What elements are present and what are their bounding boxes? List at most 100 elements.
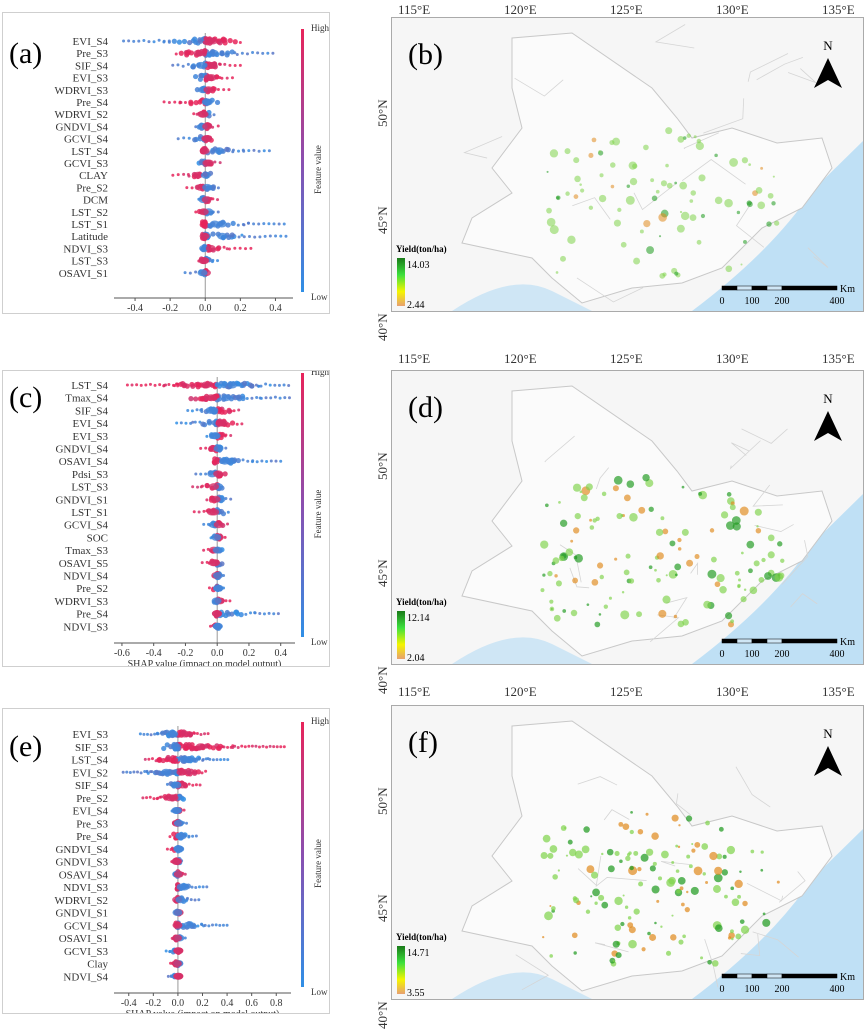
- shap-point: [262, 222, 266, 226]
- longitude-label: 120°E: [504, 2, 537, 17]
- yield-pixel: [737, 583, 741, 588]
- shap-point: [148, 382, 152, 386]
- yield-pixel: [589, 518, 593, 522]
- shap-point: [236, 394, 242, 400]
- yield-pixel: [625, 195, 635, 205]
- yield-pixel: [651, 195, 658, 202]
- yield-pixel: [658, 235, 662, 238]
- yield-pixel: [666, 878, 675, 887]
- shap-point: [253, 235, 257, 239]
- yield-pixel: [620, 241, 627, 248]
- yield-pixel: [741, 157, 749, 164]
- yield-pixel: [713, 873, 723, 883]
- shap-point: [274, 234, 278, 238]
- yield-pixel: [612, 959, 615, 963]
- shap-density-blob: [208, 49, 219, 57]
- shap-point: [287, 384, 291, 388]
- shap-point: [192, 757, 199, 763]
- shap-point: [164, 949, 168, 953]
- shap-point: [187, 835, 191, 839]
- scale-tick-label: 100: [745, 649, 760, 660]
- yield-pixel: [767, 551, 775, 559]
- shap-point: [214, 923, 218, 927]
- admin-boundary: [703, 98, 745, 134]
- shap-density-blob: [199, 257, 210, 265]
- yield-pixel: [671, 814, 679, 822]
- yield-pixel: [571, 932, 578, 939]
- shap-point: [197, 898, 201, 902]
- shap-point: [265, 745, 269, 749]
- shap-point: [125, 770, 129, 774]
- feature-label: WDRVI_S3: [54, 596, 108, 608]
- shap-point: [254, 383, 258, 387]
- yield-pixel: [619, 859, 623, 864]
- shap-point: [238, 63, 242, 67]
- shap-point: [224, 52, 230, 58]
- shap-point: [199, 396, 205, 402]
- scale-unit: Km: [840, 637, 855, 648]
- yield-pixel: [676, 889, 681, 894]
- legend-colorbar: [397, 258, 405, 306]
- shap-point: [226, 745, 230, 749]
- yield-pixel: [767, 534, 775, 542]
- yield-pixel: [731, 516, 741, 525]
- shap-density-blob: [204, 37, 215, 45]
- shap-point: [186, 39, 193, 46]
- admin-boundary: [666, 596, 688, 619]
- yield-pixel: [629, 513, 638, 522]
- shap-density-blob: [173, 972, 184, 980]
- yield-pixel: [656, 552, 664, 560]
- shap-point: [121, 770, 125, 774]
- yield-pixel: [651, 885, 660, 894]
- admin-boundary: [747, 53, 789, 82]
- shap-density-blob: [207, 61, 218, 69]
- admin-boundary: [572, 197, 611, 220]
- shap-point: [222, 245, 226, 249]
- yield-pixel: [574, 175, 581, 183]
- yield-pixel: [690, 886, 699, 895]
- yield-pixel: [633, 908, 640, 915]
- shap-point: [132, 39, 136, 43]
- shap-density-blob: [179, 730, 190, 738]
- shap-point: [204, 483, 210, 489]
- yield-pixel: [565, 548, 574, 556]
- x-tick-label: 0.2: [234, 303, 247, 313]
- yield-pixel: [767, 192, 774, 199]
- yield-pixel: [615, 952, 622, 959]
- x-tick-label: 0.4: [221, 998, 234, 1009]
- latitude-label: 50°N: [375, 787, 390, 815]
- yield-pixel: [549, 905, 552, 908]
- shap-point: [212, 113, 216, 117]
- shap-point: [185, 186, 189, 190]
- x-tick-label: 0.4: [274, 648, 287, 659]
- shap-point: [231, 150, 235, 154]
- colorbar-high-label: High: [311, 371, 329, 377]
- scale-tick-label: 200: [775, 296, 790, 307]
- shap-point: [197, 885, 201, 889]
- yield-pixel: [693, 866, 703, 876]
- shap-point: [138, 732, 142, 736]
- feature-label: Pre_S2: [76, 583, 108, 595]
- feature-label: LST_S2: [71, 207, 108, 219]
- shap-point: [268, 744, 272, 748]
- yield-pixel: [684, 907, 690, 913]
- shap-point: [194, 270, 198, 274]
- shap-point: [260, 459, 264, 463]
- feature-label: GCVI_S4: [64, 134, 109, 146]
- colorbar-title: Feature value: [313, 839, 323, 888]
- shap-density-blob: [201, 381, 212, 389]
- shap-density-blob: [179, 756, 190, 763]
- colorbar-high-label: High: [311, 23, 329, 33]
- yield-pixel: [760, 868, 764, 872]
- scale-tick-label: 100: [745, 984, 760, 995]
- shap-density-blob: [173, 947, 184, 955]
- yield-pixel: [628, 939, 637, 949]
- shap-point: [147, 40, 151, 44]
- yield-pixel: [693, 135, 697, 139]
- yield-pixel: [702, 872, 706, 876]
- shap-point: [224, 433, 228, 437]
- x-tick-label: -0.2: [145, 998, 161, 1009]
- yield-pixel: [542, 573, 546, 577]
- shap-density-blob: [202, 159, 213, 167]
- yield-pixel: [682, 934, 686, 939]
